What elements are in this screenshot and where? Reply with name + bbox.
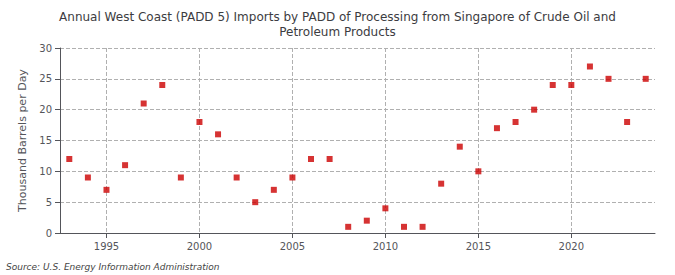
svg-text:Annual West Coast (PADD 5) Imp: Annual West Coast (PADD 5) Imports by PA… (59, 10, 616, 24)
svg-text:2010: 2010 (373, 241, 398, 252)
svg-text:25: 25 (39, 73, 52, 84)
svg-text:10: 10 (39, 166, 52, 177)
svg-text:15: 15 (39, 135, 52, 146)
svg-text:1995: 1995 (94, 241, 119, 252)
svg-text:30: 30 (39, 43, 52, 54)
svg-text:Petroleum Products: Petroleum Products (279, 25, 396, 39)
svg-text:0: 0 (46, 228, 52, 239)
svg-text:2015: 2015 (466, 241, 491, 252)
svg-text:Source: U.S. Energy Informatio: Source: U.S. Energy Information Administ… (6, 262, 220, 272)
svg-text:Thousand Barrels per Day: Thousand Barrels per Day (16, 69, 29, 213)
svg-text:20: 20 (39, 104, 52, 115)
svg-text:5: 5 (46, 197, 52, 208)
svg-text:2005: 2005 (280, 241, 305, 252)
svg-text:2020: 2020 (559, 241, 584, 252)
svg-text:2000: 2000 (187, 241, 212, 252)
